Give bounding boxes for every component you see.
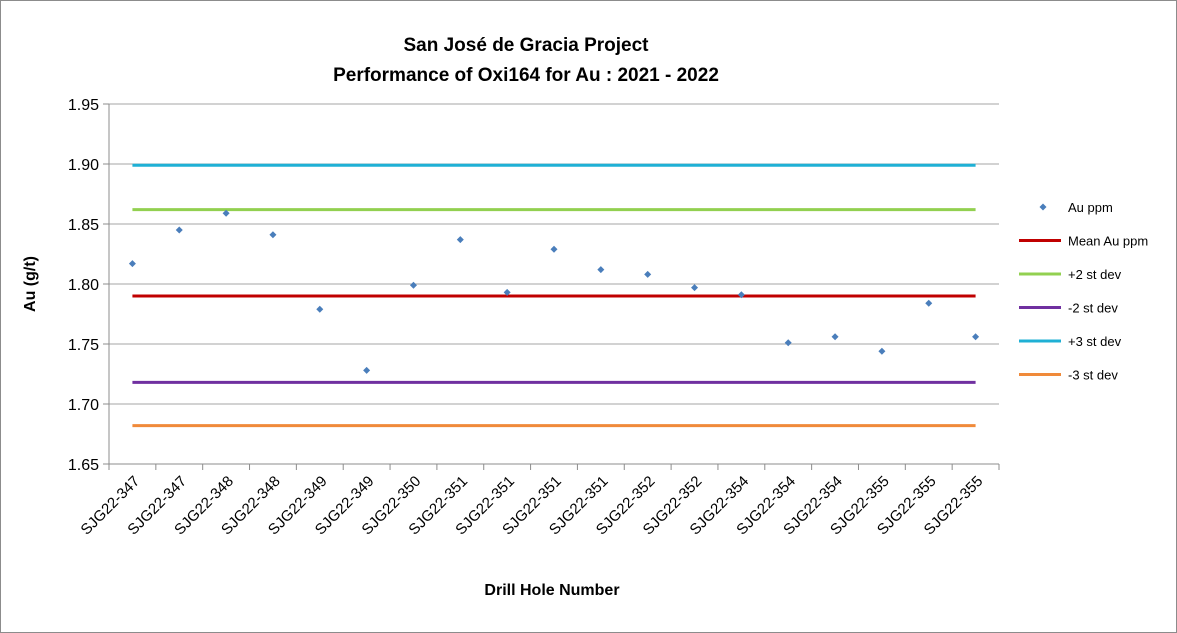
data-point (831, 333, 839, 341)
y-axis-title: Au (g/t) (22, 256, 39, 312)
reference-lines (132, 163, 976, 428)
legend-marker (1039, 203, 1047, 211)
legend-label: Au ppm (1068, 200, 1113, 215)
data-point (691, 284, 699, 292)
axes (108, 104, 1000, 470)
data-points (128, 209, 980, 374)
data-point (222, 209, 230, 217)
data-point (316, 305, 324, 313)
gridlines (103, 103, 999, 465)
y-tick-labels: 1.65 1.70 1.75 1.80 1.85 1.90 1.95 (68, 97, 99, 474)
data-point (175, 226, 183, 234)
y-tick-label: 1.75 (68, 337, 99, 354)
y-tick-label: 1.85 (68, 217, 99, 234)
y-tick-label: 1.65 (68, 457, 99, 474)
data-point (925, 299, 933, 307)
x-axis-title: Drill Hole Number (484, 582, 619, 599)
data-point (972, 333, 980, 341)
data-point (878, 347, 886, 355)
legend-label: -3 st dev (1068, 368, 1118, 383)
data-point (503, 288, 511, 296)
data-point (597, 266, 605, 274)
y-tick-label: 1.95 (68, 97, 99, 114)
y-tick-label: 1.90 (68, 157, 99, 174)
data-point (269, 231, 277, 239)
data-point (456, 236, 464, 244)
legend-label: +3 st dev (1068, 334, 1122, 349)
data-point (409, 281, 417, 289)
data-point (784, 339, 792, 347)
legend-label: Mean Au ppm (1068, 234, 1148, 249)
y-tick-label: 1.80 (68, 277, 99, 294)
x-tick-labels: SJG22-347SJG22-347SJG22-348SJG22-348SJG2… (78, 473, 987, 539)
data-point (550, 245, 558, 253)
chart-title-line-2: Performance of Oxi164 for Au : 2021 - 20… (333, 65, 719, 86)
y-tick-label: 1.70 (68, 397, 99, 414)
legend: Au ppm Mean Au ppm +2 st dev -2 st dev +3 st… (1019, 200, 1148, 383)
data-point (644, 270, 652, 278)
data-point (363, 366, 371, 374)
chart-title-line-1: San José de Gracia Project (403, 35, 649, 56)
data-point (128, 260, 136, 268)
data-point (737, 291, 745, 299)
legend-label: +2 st dev (1068, 267, 1122, 282)
legend-label: -2 st dev (1068, 301, 1118, 316)
